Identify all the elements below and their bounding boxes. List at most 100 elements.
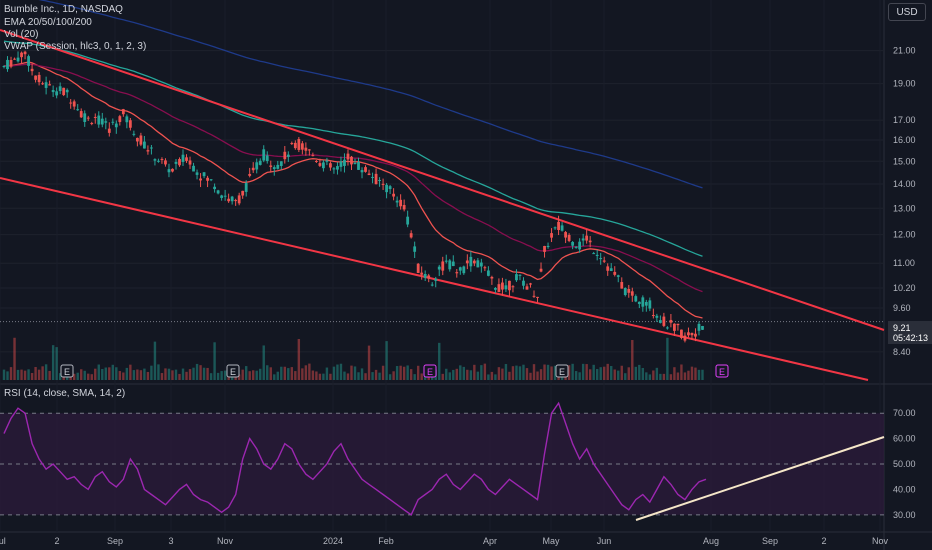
- volume-bar: [76, 372, 79, 380]
- price-tick-label: 15.00: [893, 156, 916, 166]
- volume-bar: [357, 372, 360, 380]
- candle-body: [41, 83, 45, 85]
- candle-body: [515, 274, 518, 281]
- volume-bar: [399, 365, 402, 380]
- volume-bar: [325, 367, 329, 380]
- volume-bar: [139, 370, 143, 380]
- volume-bar: [631, 340, 634, 380]
- candle-body: [557, 221, 560, 230]
- volume-bar: [641, 367, 645, 380]
- volume-bar: [441, 373, 444, 380]
- candle-body: [206, 177, 209, 181]
- volume-bar: [413, 374, 416, 380]
- volume-bar: [599, 367, 602, 380]
- earnings-marker[interactable]: E: [60, 364, 74, 378]
- volume-bar: [581, 363, 585, 380]
- time-tick-label: May: [542, 536, 560, 546]
- candle-body: [48, 84, 52, 86]
- candle-body: [216, 190, 220, 194]
- volume-bar: [51, 345, 55, 380]
- candle-body: [634, 296, 638, 302]
- vwap-legend[interactable]: VWAP (Session, hlc3, 0, 1, 2, 3): [4, 41, 147, 52]
- candle-body: [262, 149, 266, 161]
- price-tick-label: 11.00: [893, 258, 915, 268]
- candle-body: [595, 254, 599, 256]
- candle-body: [476, 260, 480, 268]
- earnings-marker[interactable]: E: [715, 364, 729, 378]
- volume-bar: [504, 364, 508, 380]
- volume-bar: [294, 371, 297, 380]
- candle-body: [388, 186, 392, 190]
- candle-body: [279, 161, 283, 166]
- volume-bar: [420, 373, 423, 380]
- price-tick-label: 9.60: [893, 303, 911, 313]
- candle-body: [518, 274, 522, 276]
- volume-bar: [167, 368, 171, 380]
- volume-bar: [248, 371, 251, 380]
- price-tick-label: 8.40: [893, 347, 911, 357]
- volume-bar: [402, 366, 406, 380]
- candle-body: [276, 164, 280, 169]
- ema-50-line: [3, 63, 703, 293]
- volume-bar: [652, 370, 655, 380]
- candle-body: [65, 89, 69, 93]
- earnings-marker[interactable]: E: [226, 364, 240, 378]
- volume-bar: [153, 341, 157, 380]
- candle-body: [339, 161, 343, 167]
- channel-trendlines[interactable]: [0, 29, 885, 381]
- volume-bar: [308, 363, 311, 380]
- candle-body: [465, 260, 469, 264]
- candle-body: [543, 245, 546, 252]
- candle-body: [423, 274, 427, 278]
- candle-body: [676, 323, 680, 326]
- candle-body: [427, 275, 431, 279]
- time-tick-label: Jul: [0, 536, 6, 546]
- candle-body: [479, 262, 483, 267]
- candle-body: [532, 295, 536, 297]
- volume-bar: [381, 365, 385, 380]
- volume-bar: [529, 372, 532, 380]
- currency-button[interactable]: USD: [888, 3, 926, 21]
- volume-bar: [346, 373, 350, 380]
- candle-body: [683, 335, 687, 341]
- rsi-legend[interactable]: RSI (14, close, SMA, 14, 2): [4, 388, 126, 399]
- axes: 21.00 19.00 17.00 16.00 15.00 14.00 13.00 12.00…: [0, 46, 916, 546]
- candle-body: [564, 232, 567, 238]
- rsi-panel: [0, 401, 885, 521]
- candle-body: [223, 195, 227, 197]
- vol-legend[interactable]: Vol (20): [4, 29, 39, 40]
- candle-body: [83, 113, 87, 122]
- volume-bar: [255, 370, 258, 380]
- candle-body: [244, 183, 248, 192]
- volume-bar: [192, 367, 195, 380]
- volume-bar: [388, 374, 392, 380]
- earnings-marker[interactable]: E: [423, 364, 437, 378]
- candle-body: [680, 329, 683, 338]
- ema-20-line: [3, 61, 703, 319]
- candle-body: [581, 238, 585, 241]
- volume-bar: [571, 363, 574, 380]
- candle-body: [697, 323, 701, 331]
- earnings-marker[interactable]: E: [555, 364, 569, 378]
- volume-bar: [315, 371, 318, 380]
- rsi-tick-label: 50.00: [893, 459, 916, 469]
- volume-bar: [209, 373, 213, 380]
- candle-body: [6, 59, 9, 70]
- time-tick-label: Feb: [378, 536, 394, 546]
- candle-body: [669, 319, 673, 323]
- candle-body: [9, 60, 13, 67]
- volume-bar: [567, 365, 571, 380]
- volume-bar: [280, 366, 283, 380]
- candle-body: [213, 186, 216, 190]
- earnings-label: E: [559, 367, 565, 377]
- candle-body: [455, 272, 459, 274]
- volume-bar: [118, 371, 122, 380]
- candle-body: [34, 75, 37, 80]
- volume-bar: [322, 373, 325, 380]
- candle-body: [511, 286, 515, 288]
- volume-bar: [494, 374, 497, 380]
- price-tick-label: 19.00: [893, 79, 916, 89]
- ema-legend[interactable]: EMA 20/50/100/200: [4, 17, 92, 28]
